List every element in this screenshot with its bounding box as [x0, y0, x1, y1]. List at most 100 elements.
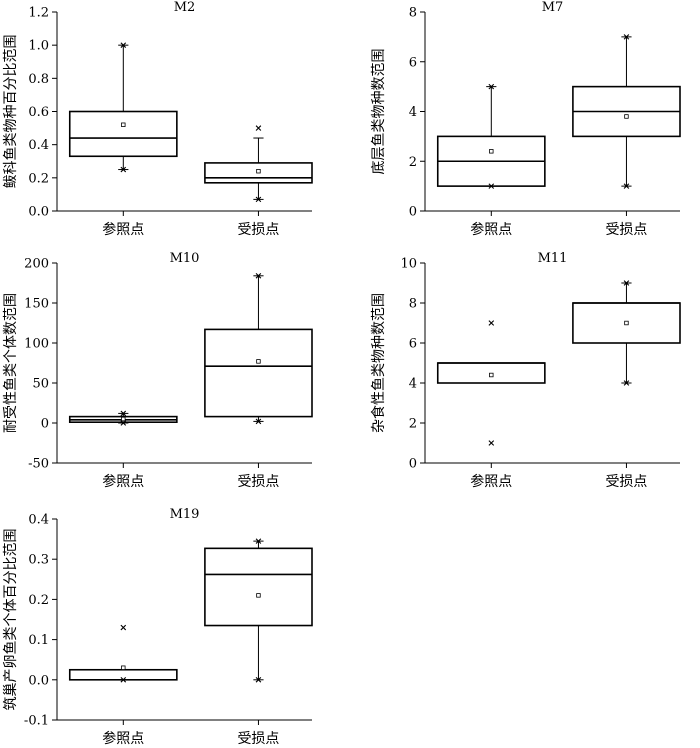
extreme-marker	[255, 418, 262, 425]
chart-title: M19	[170, 507, 200, 522]
extreme-marker	[120, 166, 127, 173]
extreme-marker	[255, 125, 262, 131]
chart-title: M10	[170, 251, 200, 266]
y-tick-label: 4	[409, 105, 417, 120]
extreme-marker	[623, 183, 630, 189]
y-tick-label: -50	[28, 457, 49, 472]
y-tick-label: 100	[24, 337, 49, 352]
mean-marker	[256, 168, 261, 174]
extreme-marker	[255, 538, 262, 544]
y-tick-label: 1.0	[28, 39, 49, 54]
y-axis-label: 底层鱼类物种数范围	[370, 49, 387, 175]
y-tick-label: 0.4	[28, 513, 49, 528]
y-tick-label: 8	[409, 297, 417, 312]
extreme-marker	[120, 624, 127, 631]
extreme-marker	[120, 410, 127, 417]
mean-marker	[624, 114, 629, 119]
x-tick-label: 受损点	[605, 222, 647, 238]
y-tick-label: 150	[24, 297, 49, 312]
y-tick-label: 0.1	[28, 633, 49, 648]
y-tick-label: 1.2	[28, 6, 49, 21]
iqr-box	[204, 328, 313, 418]
x-tick-label: 参照点	[470, 221, 512, 238]
y-tick-label: 2	[409, 417, 417, 432]
extreme-marker	[623, 34, 630, 40]
extreme-marker	[255, 273, 262, 279]
box-impaired	[204, 125, 313, 203]
y-axis-label: 筑巢产卵鱼类个体百分比范围	[2, 529, 19, 711]
y-tick-label: 0.2	[28, 593, 49, 608]
y-tick-label: 0	[409, 457, 417, 472]
y-tick-label: 0.0	[28, 673, 49, 688]
x-tick-label: 参照点	[102, 221, 144, 238]
mean-marker	[121, 122, 126, 127]
x-tick-label: 受损点	[237, 731, 279, 747]
x-tick-label: 受损点	[237, 222, 279, 238]
y-tick-label: 2	[409, 155, 417, 170]
extreme-marker	[488, 183, 495, 189]
y-tick-label: 0.8	[28, 72, 49, 87]
box-reference	[436, 83, 546, 189]
y-tick-label: 0.0	[28, 205, 49, 220]
mean-marker	[489, 372, 494, 378]
box-reference	[68, 42, 178, 173]
y-tick-label: -0.1	[24, 714, 49, 729]
x-tick-label: 参照点	[470, 473, 512, 490]
y-tick-label: 0.3	[28, 553, 49, 568]
box-impaired	[572, 280, 681, 386]
mean-marker	[121, 665, 126, 670]
y-tick-label: 0	[409, 205, 417, 220]
extreme-marker	[623, 380, 630, 386]
y-tick-label: 0.4	[28, 138, 49, 153]
mean-marker	[256, 359, 261, 364]
chart-title: M7	[542, 0, 564, 15]
extreme-marker	[120, 420, 127, 426]
y-tick-label: 6	[409, 55, 417, 70]
x-tick-label: 参照点	[102, 730, 144, 747]
y-tick-label: 50	[32, 377, 49, 392]
extreme-marker	[255, 677, 262, 683]
y-tick-label: 4	[409, 377, 417, 392]
mean-marker	[624, 320, 629, 326]
extreme-marker	[120, 677, 127, 683]
x-tick-label: 受损点	[237, 474, 279, 490]
box-reference	[436, 320, 546, 446]
iqr-box	[204, 547, 313, 627]
y-tick-label: 10	[400, 257, 417, 272]
extreme-marker	[255, 196, 262, 203]
y-axis-label: 鲅科鱼类物种百分比范围	[2, 35, 19, 189]
mean-marker	[121, 416, 126, 422]
iqr-box	[68, 668, 178, 681]
box-impaired	[572, 34, 681, 189]
box-impaired	[204, 273, 313, 425]
box-reference	[68, 624, 178, 683]
box-reference	[68, 410, 178, 426]
y-tick-label: 6	[409, 337, 417, 352]
extreme-marker	[488, 440, 495, 446]
iqr-box	[204, 162, 313, 184]
chart-title: M2	[174, 0, 196, 15]
extreme-marker	[488, 320, 495, 326]
x-tick-label: 受损点	[605, 474, 647, 490]
y-tick-label: 0.2	[28, 171, 49, 186]
mean-marker	[489, 149, 494, 154]
extreme-marker	[120, 42, 127, 48]
y-tick-label: 0	[41, 417, 49, 432]
y-tick-label: 8	[409, 6, 417, 21]
extreme-marker	[623, 280, 630, 286]
y-tick-label: 200	[24, 257, 49, 272]
mean-marker	[256, 593, 261, 598]
y-axis-label: 杂食性鱼类物种数范围	[370, 293, 387, 433]
iqr-box	[68, 110, 178, 158]
y-axis-label: 耐受性鱼类个体数范围	[2, 293, 19, 433]
box-impaired	[204, 538, 313, 683]
y-tick-label: 0.6	[28, 105, 49, 120]
x-tick-label: 参照点	[102, 473, 144, 490]
extreme-marker	[488, 83, 495, 90]
